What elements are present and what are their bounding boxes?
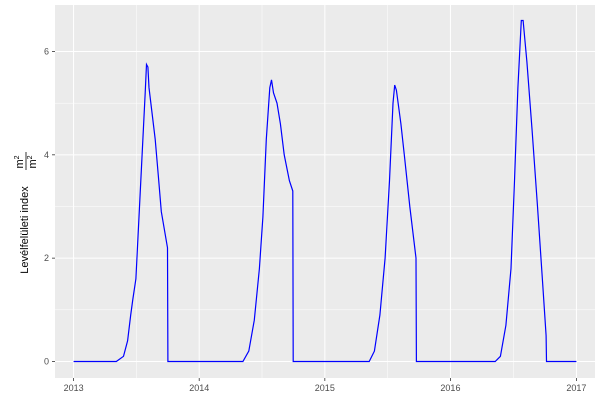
y-axis-title: Levélfelületi index <box>19 186 31 274</box>
x-tick-label: 2015 <box>315 383 335 393</box>
y-tick-label: 0 <box>44 356 49 366</box>
unit-denominator: m2 <box>27 155 39 168</box>
x-tick-label: 2013 <box>64 383 84 393</box>
y-tick-label: 6 <box>44 46 49 56</box>
x-tick-label: 2014 <box>189 383 209 393</box>
y-axis-label: Levélfelületi index m2 m2 <box>14 152 39 274</box>
y-tick-label: 2 <box>44 253 49 263</box>
x-tick-label: 2017 <box>566 383 586 393</box>
unit-numerator: m2 <box>14 155 26 168</box>
y-tick-label: 4 <box>44 150 49 160</box>
series-line <box>73 19 577 363</box>
x-tick-label: 2016 <box>440 383 460 393</box>
